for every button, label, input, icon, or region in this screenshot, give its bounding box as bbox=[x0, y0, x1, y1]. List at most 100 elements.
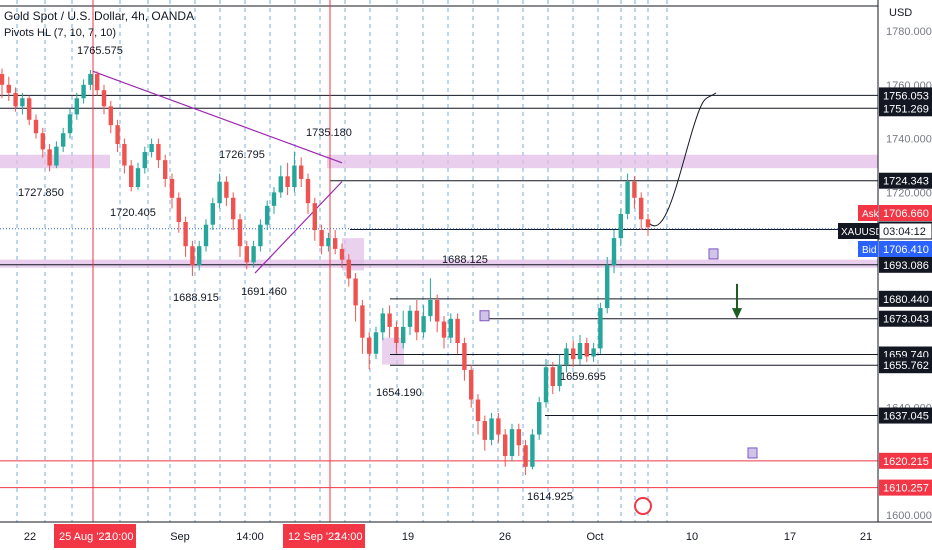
note-marker bbox=[747, 447, 758, 459]
candle-body bbox=[210, 203, 215, 225]
candle-body bbox=[176, 197, 181, 222]
candle-body bbox=[156, 143, 161, 161]
bid-value: 1706.410 bbox=[883, 244, 929, 256]
candle-body bbox=[557, 364, 562, 387]
candle-body bbox=[54, 146, 59, 166]
price-line-tag bbox=[879, 87, 932, 104]
candle-body bbox=[122, 143, 127, 166]
horizontal-price-lines bbox=[0, 94, 878, 417]
candle-body bbox=[639, 197, 644, 220]
candle-body bbox=[407, 310, 413, 327]
candle-body bbox=[373, 332, 379, 354]
candle-body bbox=[169, 178, 175, 198]
pivot-label: 1659.695 bbox=[560, 371, 606, 383]
price-line-tag bbox=[879, 172, 932, 189]
candle-body bbox=[285, 176, 290, 188]
price-tick-label: 1720.000 bbox=[886, 187, 932, 199]
candle-body bbox=[448, 318, 453, 338]
candle-body bbox=[197, 246, 202, 266]
pivot-label: 1614.925 bbox=[527, 491, 573, 503]
demand-zone bbox=[0, 259, 878, 268]
candle-body bbox=[115, 125, 120, 144]
candle-body bbox=[149, 143, 154, 153]
candle-body bbox=[190, 246, 195, 266]
candle-body bbox=[516, 429, 521, 446]
candle-body bbox=[129, 165, 134, 188]
candle-body bbox=[326, 238, 331, 247]
small-zone bbox=[342, 238, 364, 271]
time-tick-label: 17 bbox=[784, 531, 796, 543]
price-tick-label: 1600.000 bbox=[886, 510, 932, 522]
price-tick-label: 1740.000 bbox=[886, 134, 932, 146]
red-line-tag-label: 1610.257 bbox=[883, 483, 929, 495]
candle-body bbox=[571, 348, 576, 360]
candle-body bbox=[333, 238, 338, 249]
note-marker bbox=[708, 248, 719, 260]
candle-body bbox=[231, 197, 236, 220]
candle-body bbox=[224, 181, 229, 198]
red-line-tag bbox=[879, 452, 932, 469]
ask-label: Ask bbox=[862, 209, 880, 220]
price-line-tag bbox=[879, 357, 932, 374]
down-arrow-head bbox=[732, 308, 742, 319]
time-highlight-date: 25 Aug '22 bbox=[59, 531, 111, 543]
candle-body bbox=[13, 92, 18, 107]
candle-body bbox=[401, 326, 406, 344]
candle-body bbox=[543, 367, 549, 403]
event-flag-icon bbox=[634, 497, 652, 515]
chart-title: Gold Spot / U.S. Dollar, 4h, OANDA bbox=[4, 9, 195, 23]
countdown-value: 03:04:12 bbox=[883, 226, 926, 238]
indicator-legend[interactable]: Pivots HL (7, 10, 7, 10) bbox=[4, 27, 117, 39]
pivot-label: 1688.125 bbox=[442, 254, 488, 266]
candle-body bbox=[564, 348, 569, 365]
candle-body bbox=[299, 165, 304, 179]
candle-body bbox=[509, 429, 515, 457]
candle-body bbox=[251, 246, 256, 263]
candle-body bbox=[142, 152, 147, 169]
red-lines bbox=[0, 0, 878, 522]
candle-body bbox=[20, 98, 25, 107]
candle-body bbox=[312, 203, 317, 231]
price-line-tag-label: 1637.045 bbox=[883, 411, 929, 423]
ask-value-tag bbox=[879, 205, 932, 221]
pivot-label: 1688.915 bbox=[173, 292, 219, 304]
time-highlight-tag bbox=[283, 524, 365, 548]
time-tick-label: 14:00 bbox=[236, 531, 264, 543]
trend-drawings bbox=[92, 70, 758, 515]
pivot-label: 1727.850 bbox=[18, 187, 64, 199]
time-tick-label: 22 bbox=[24, 531, 36, 543]
candle-body bbox=[475, 399, 481, 422]
price-line-tag-label: 1724.343 bbox=[883, 176, 929, 188]
candle-body bbox=[163, 160, 168, 179]
candle-body bbox=[258, 224, 263, 247]
candle-body bbox=[598, 308, 603, 349]
bid-value-tag bbox=[879, 241, 932, 257]
candle-body bbox=[605, 265, 610, 309]
candle-body bbox=[428, 300, 433, 317]
pivot-label: 1654.190 bbox=[376, 387, 422, 399]
candle-body bbox=[305, 178, 311, 204]
red-line-tag-label: 1620.215 bbox=[883, 456, 929, 468]
candle-body bbox=[618, 213, 623, 239]
pivot-label: 1765.575 bbox=[77, 45, 123, 57]
price-axis: 1600.0001620.0001640.0001660.0001680.000… bbox=[877, 0, 932, 550]
pivot-label: 1691.460 bbox=[241, 286, 287, 298]
candle-body bbox=[469, 369, 474, 400]
candle-body bbox=[244, 246, 249, 263]
candle-body bbox=[482, 421, 487, 440]
candle-body bbox=[47, 149, 52, 166]
candle-body bbox=[367, 337, 372, 354]
candle-body bbox=[217, 181, 222, 204]
candle-body bbox=[27, 98, 32, 120]
note-marker bbox=[479, 310, 490, 322]
time-highlight-date: 12 Sep '22 bbox=[288, 531, 340, 543]
candle-body bbox=[319, 230, 324, 247]
candle-body bbox=[645, 219, 651, 228]
candle-body bbox=[203, 224, 209, 247]
price-line-tag bbox=[879, 407, 932, 424]
time-tick-label: 21 bbox=[860, 531, 872, 543]
candle-body bbox=[550, 367, 555, 387]
candle-body bbox=[503, 434, 508, 457]
pivot-label: 1726.795 bbox=[219, 149, 265, 161]
